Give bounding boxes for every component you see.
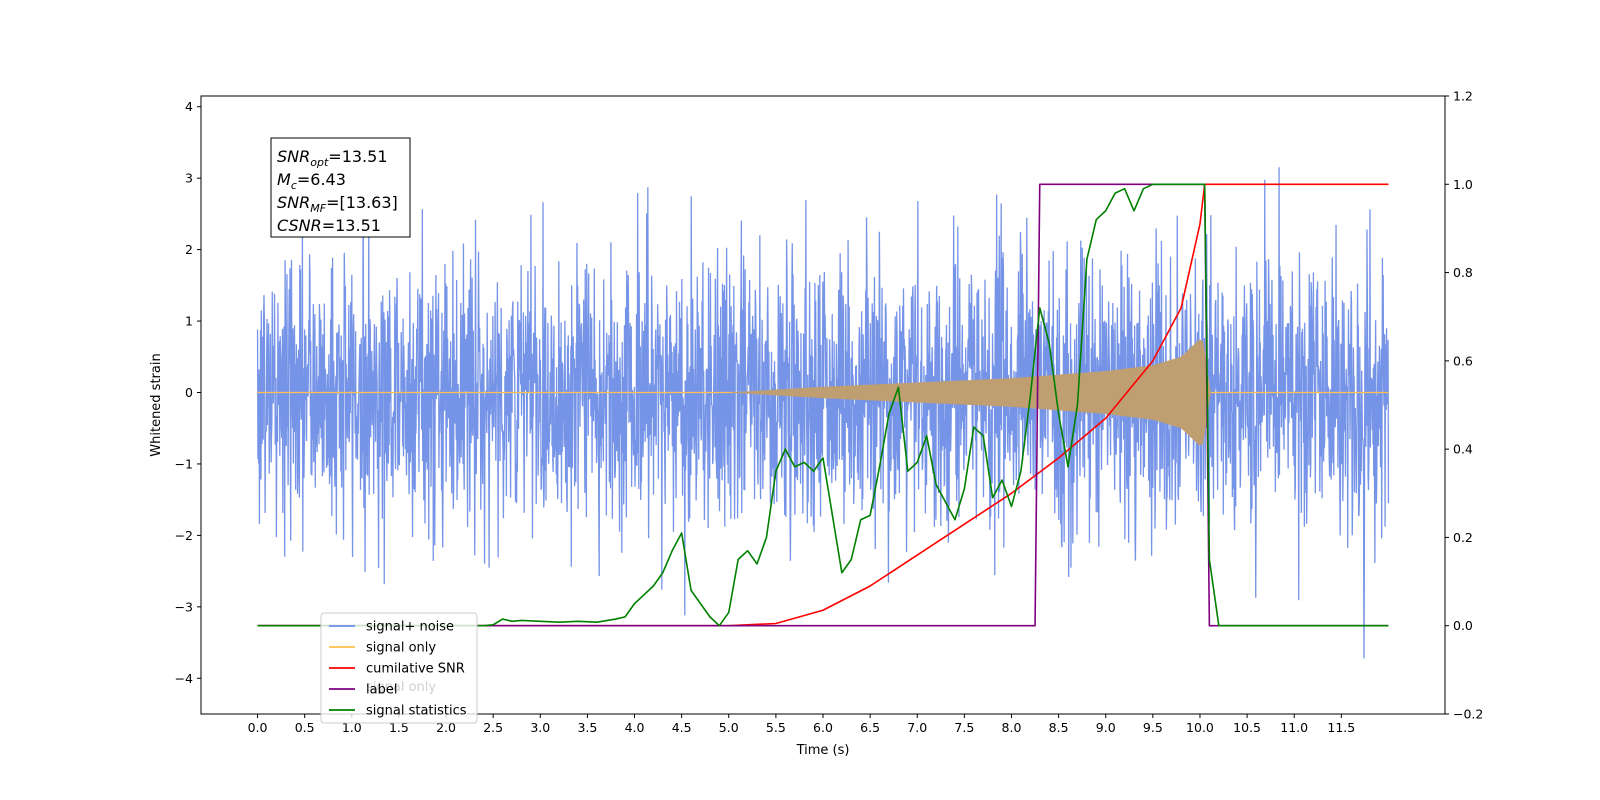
- x-tick-label: 3.0: [530, 720, 550, 735]
- x-tick-label: 5.0: [719, 720, 739, 735]
- x-tick-label: 8.0: [1002, 720, 1022, 735]
- x-tick-label: 7.5: [954, 720, 974, 735]
- x-tick-label: 0.0: [248, 720, 268, 735]
- info-line: CSNR=13.51: [277, 216, 381, 235]
- x-axis-label: Time (s): [796, 743, 850, 758]
- x-tick-label: 1.5: [389, 720, 409, 735]
- x-tick-label: 9.5: [1143, 720, 1163, 735]
- y-axis-right: −0.2 0.0 0.2 0.4 0.6 0.8 1.0 1.2: [1445, 89, 1483, 722]
- series-signal-only-envelope: [257, 339, 1389, 446]
- y-axis-left: −4 −3 −2 −1 0 1 2 3 4: [175, 99, 201, 686]
- series-signal-statistics: [257, 183, 1389, 627]
- series-cumulative-snr: [257, 183, 1389, 627]
- legend-label: cumilative SNR: [366, 662, 465, 677]
- x-axis: 0.0 0.5 1.0 1.5 2.0 2.5 3.0 3.5 4.0 4.5 5.0 5.5 6.0 6…: [248, 714, 1355, 735]
- y-right-tick-label: −0.2: [1453, 707, 1483, 722]
- x-tick-label: 2.5: [483, 720, 503, 735]
- y-right-tick-label: 0.8: [1453, 265, 1473, 280]
- y-left-tick-label: −1: [175, 456, 193, 471]
- x-tick-label: 11.0: [1280, 720, 1308, 735]
- legend-label: signal statistics: [366, 704, 467, 719]
- x-tick-label: 6.5: [860, 720, 880, 735]
- series-layer: [256, 167, 1390, 659]
- legend-label: label: [366, 683, 397, 698]
- y-left-tick-label: −3: [175, 599, 193, 614]
- y-left-tick-label: 4: [185, 99, 193, 114]
- x-tick-label: 5.5: [766, 720, 786, 735]
- legend-frame: [320, 612, 478, 724]
- y-left-tick-label: 3: [185, 171, 193, 186]
- x-tick-label: 1.0: [342, 720, 362, 735]
- info-line: Mc=6.43: [277, 170, 346, 192]
- x-tick-label: 9.0: [1096, 720, 1116, 735]
- legend-label: signal only: [366, 641, 436, 656]
- x-tick-label: 6.0: [813, 720, 833, 735]
- y-left-tick-label: 0: [185, 385, 193, 400]
- legend-label: signal+ noise: [366, 620, 454, 635]
- y-left-tick-label: 2: [185, 242, 193, 257]
- legend: signal only signal+ noise signal only cumi…: [320, 612, 478, 724]
- x-tick-label: 11.5: [1327, 720, 1355, 735]
- y-left-tick-label: 1: [185, 314, 193, 329]
- x-tick-label: 10.0: [1186, 720, 1214, 735]
- y-right-tick-label: 0.0: [1453, 618, 1473, 633]
- x-tick-label: 2.0: [436, 720, 456, 735]
- y-left-tick-label: −4: [175, 671, 193, 686]
- x-tick-label: 10.5: [1233, 720, 1261, 735]
- info-box-frame: [270, 137, 411, 238]
- y-right-tick-label: 0.2: [1453, 530, 1473, 545]
- x-tick-label: 4.0: [625, 720, 645, 735]
- y-right-tick-label: 0.6: [1453, 353, 1473, 368]
- legend-ghost-label: signal only: [366, 680, 436, 695]
- y-right-tick-label: 1.0: [1453, 177, 1473, 192]
- series-signal-noise: [256, 167, 1390, 659]
- y-left-tick-label: −2: [175, 528, 193, 543]
- info-line: SNRopt=13.51: [277, 147, 388, 169]
- y-right-tick-label: 0.4: [1453, 442, 1473, 457]
- x-tick-label: 4.5: [672, 720, 692, 735]
- info-box: SNRopt=13.51Mc=6.43SNRMF=[13.63]CSNR=13.…: [270, 137, 411, 238]
- y-axis-left-label: Whitened strain: [149, 353, 164, 456]
- x-tick-label: 3.5: [577, 720, 597, 735]
- info-line: SNRMF=[13.63]: [277, 193, 398, 215]
- x-tick-label: 8.5: [1049, 720, 1069, 735]
- x-tick-label: 7.0: [907, 720, 927, 735]
- x-tick-label: 0.5: [295, 720, 315, 735]
- y-right-tick-label: 1.2: [1453, 89, 1473, 104]
